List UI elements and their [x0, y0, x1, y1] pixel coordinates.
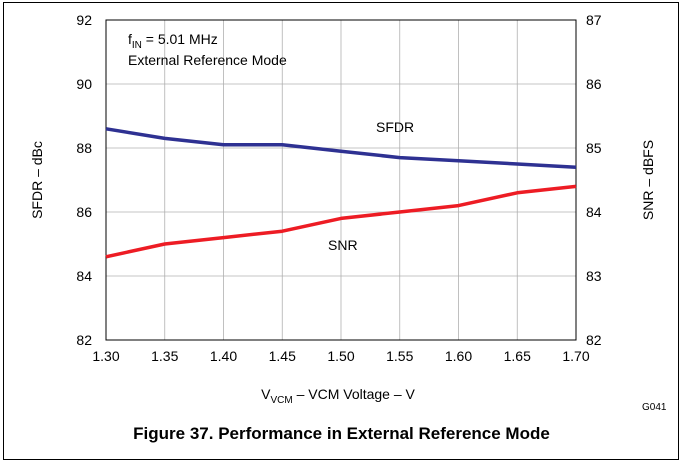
x-tick-label: 1.30 — [92, 348, 119, 364]
x-axis-label: VVCM – VCM Voltage – V — [261, 386, 415, 406]
y-tick-label-right: 86 — [586, 76, 602, 92]
x-tick-label: 1.70 — [562, 348, 589, 364]
figure-frame — [3, 2, 679, 460]
x-tick-label: 1.50 — [327, 348, 354, 364]
y-tick-label-left: 82 — [76, 332, 92, 348]
y-tick-label-right: 82 — [586, 332, 602, 348]
x-tick-label: 1.60 — [445, 348, 472, 364]
y-tick-label-right: 84 — [586, 204, 602, 220]
series-group — [105, 127, 577, 259]
figure-caption: Figure 37. Performance in External Refer… — [133, 424, 550, 443]
y-tick-label-left: 92 — [76, 12, 92, 28]
x-tick-label: 1.55 — [386, 348, 413, 364]
x-tick-label: 1.45 — [269, 348, 296, 364]
y-tick-label-right: 83 — [586, 268, 602, 284]
y-axis-label-left: SFDR – dBc — [29, 141, 45, 219]
x-tick-label: 1.65 — [504, 348, 531, 364]
y-tick-label-left: 84 — [76, 268, 92, 284]
y-tick-label-right: 87 — [586, 12, 602, 28]
y-tick-label-left: 88 — [76, 140, 92, 156]
x-tick-label: 1.40 — [210, 348, 237, 364]
x-tick-label: 1.35 — [151, 348, 178, 364]
annotation-mode: External Reference Mode — [128, 52, 287, 68]
series-line-sfdr — [105, 127, 577, 169]
y-tick-label-left: 86 — [76, 204, 92, 220]
grid — [105, 19, 577, 341]
plot-area — [105, 19, 577, 341]
y-tick-label-left: 90 — [76, 76, 92, 92]
y-axis-label-right: SNR – dBFS — [640, 140, 656, 220]
y-tick-label-right: 85 — [586, 140, 602, 156]
series-label-snr: SNR — [328, 237, 358, 253]
tick-labels: 1.30 1.35 1.40 1.45 1.50 1.55 1.60 1.65 1.708284… — [76, 12, 601, 364]
figure-code: G041 — [642, 402, 667, 413]
annotation-frequency: fIN = 5.01 MHz — [128, 31, 218, 51]
series-label-sfdr: SFDR — [376, 119, 414, 135]
series-line-snr — [105, 184, 577, 259]
